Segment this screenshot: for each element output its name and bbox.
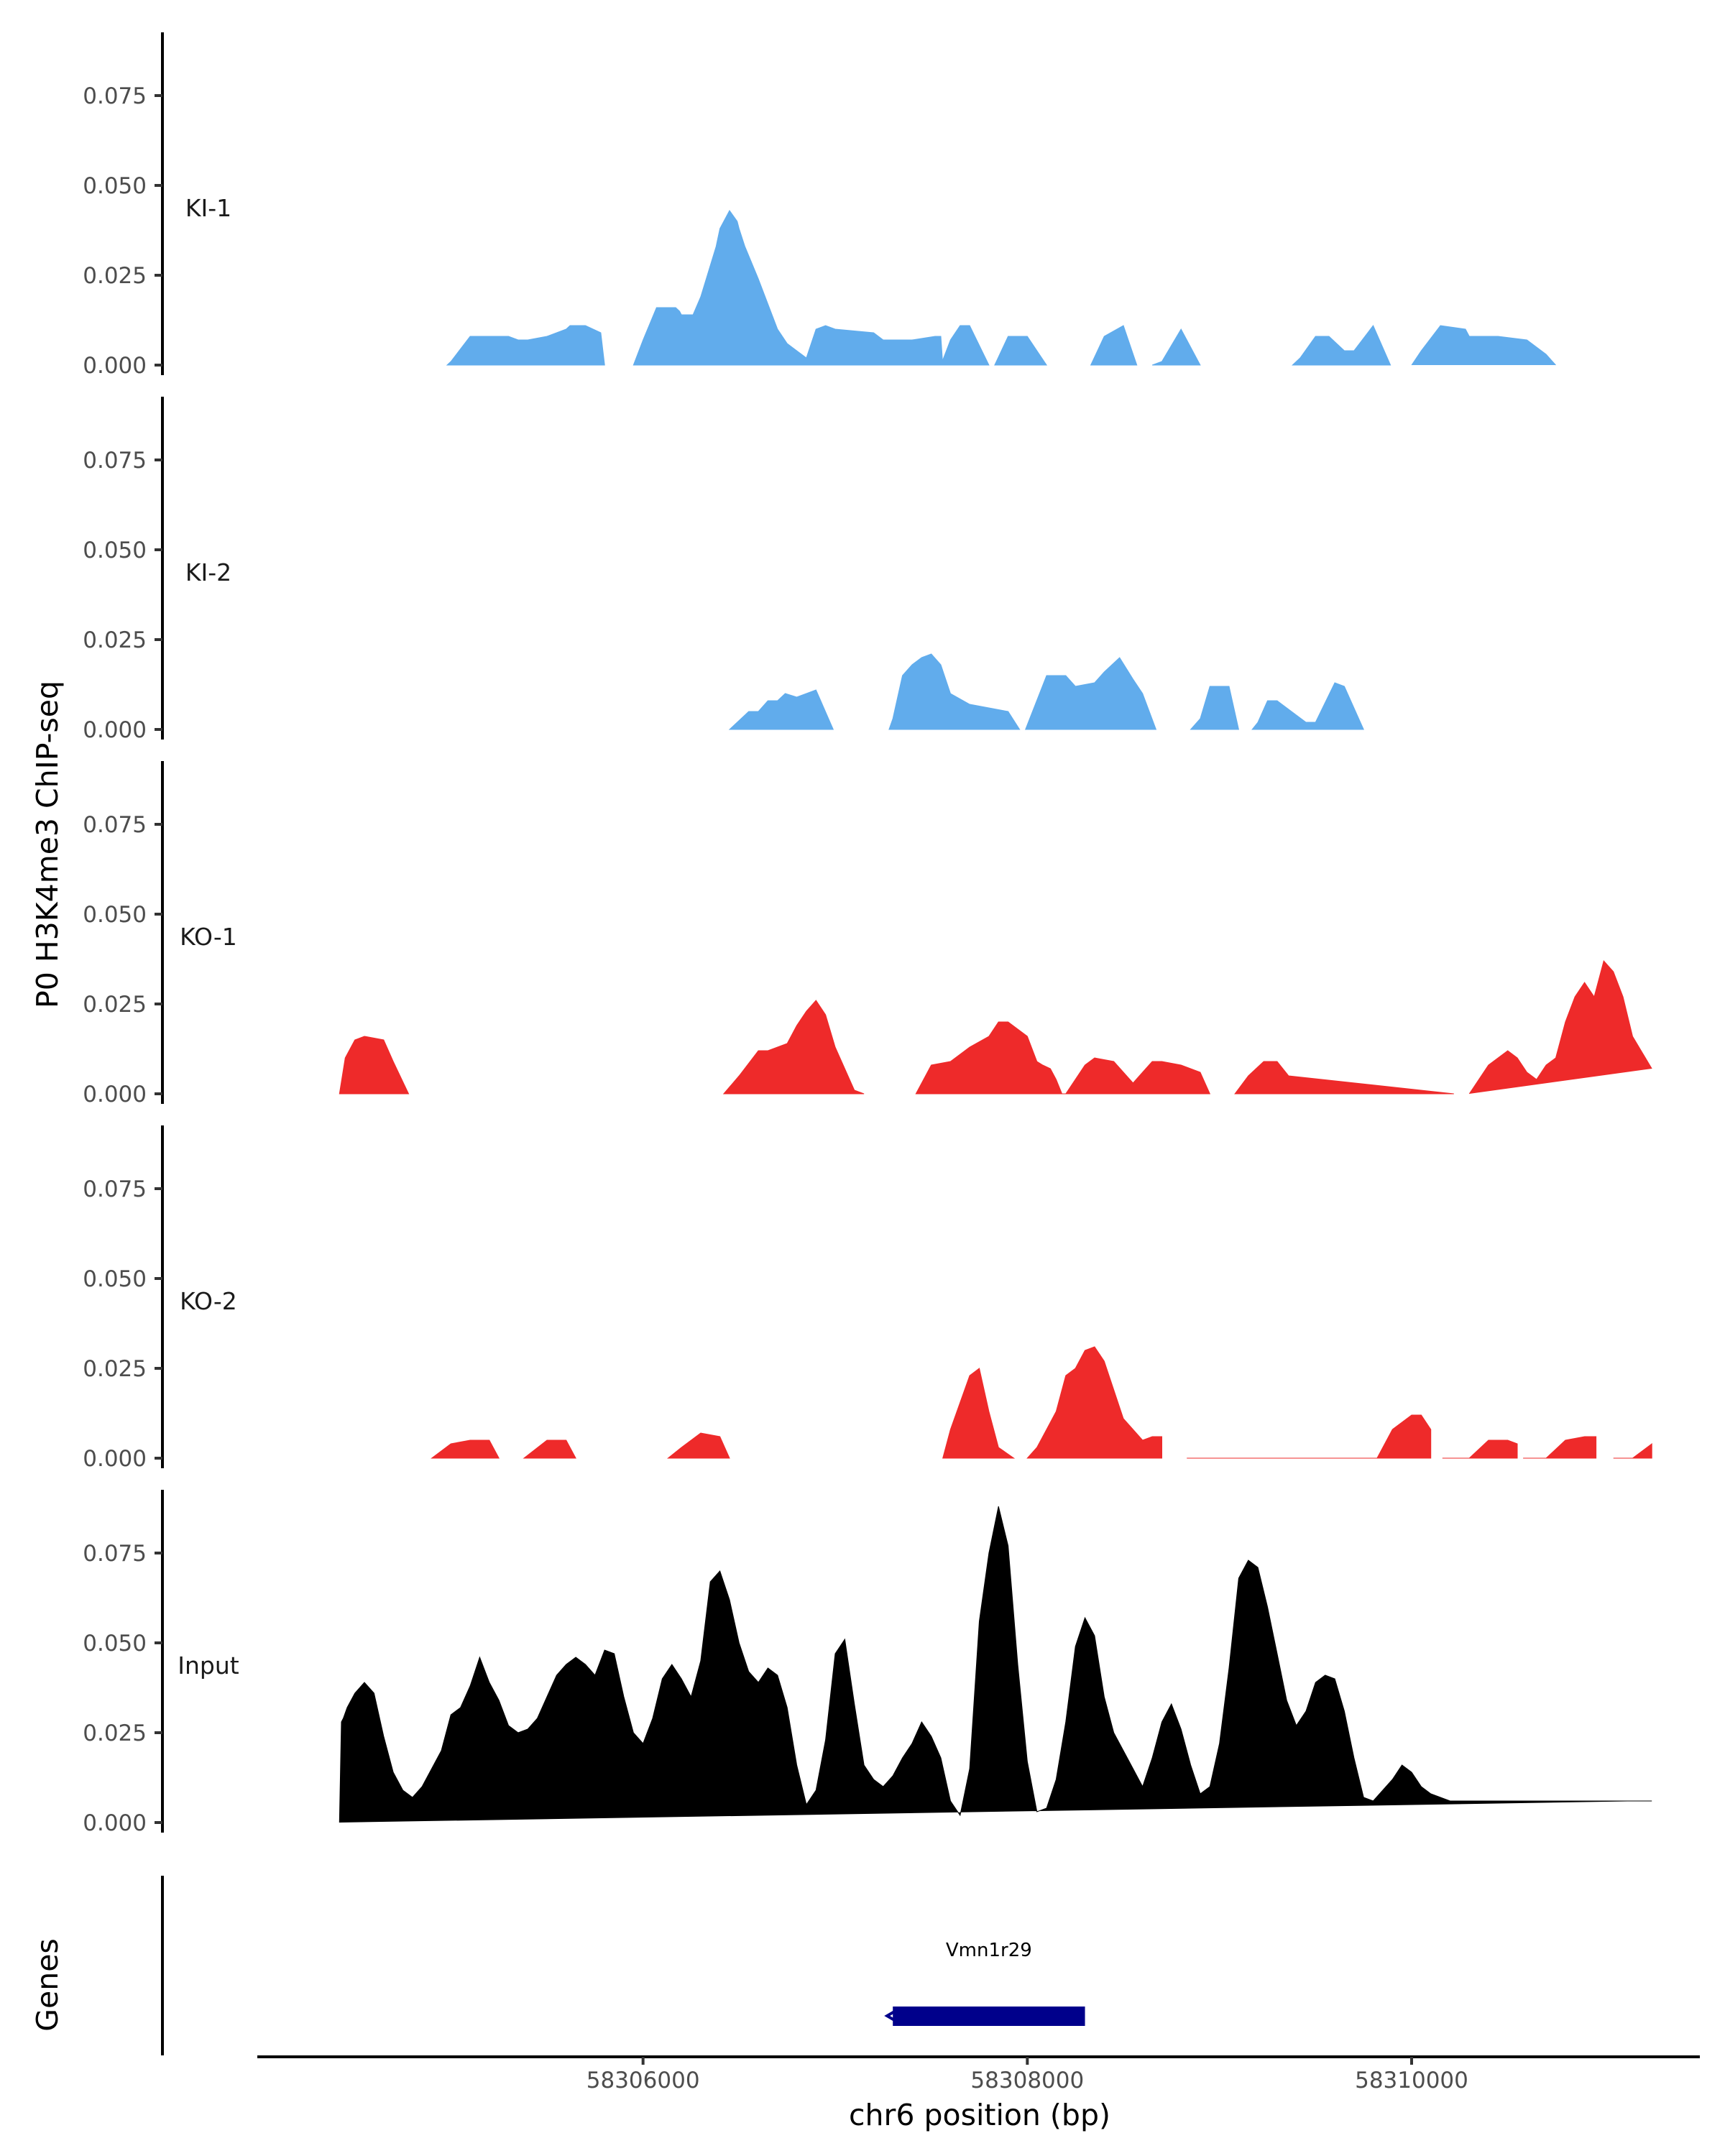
strand-arrow-icon — [884, 2009, 897, 2022]
y-tick-label: 0.075 — [83, 1541, 147, 1567]
signal-peak — [431, 1439, 500, 1459]
y-axis-title: P0 H3K4me3 ChIP-seq — [30, 681, 65, 1008]
x-axis: 58306000 58308000 58310000 — [257, 2055, 1700, 2093]
y-tick-label: 0.025 — [83, 992, 147, 1018]
y-tick-label: 0.000 — [83, 1810, 147, 1836]
track-ki-2: 0.000 0.025 0.050 0.075 KI-2 — [83, 397, 1364, 743]
genes-title: Genes — [30, 1938, 65, 2032]
y-tick-label: 0.075 — [83, 448, 147, 474]
track-label: KI-2 — [185, 558, 231, 586]
genes-panel: Genes Vmn1r29 — [30, 1876, 1085, 2055]
track-label: KO-2 — [180, 1287, 237, 1315]
signal-peak — [1523, 1436, 1597, 1459]
y-tick-label: 0.025 — [83, 1720, 147, 1746]
y-tick-label: 0.000 — [83, 1446, 147, 1472]
signal-peak — [728, 689, 834, 730]
x-tick-label: 58308000 — [970, 2068, 1084, 2093]
signal-peak — [666, 1432, 730, 1459]
gene-body — [893, 2007, 1085, 2026]
signal-peak — [1468, 959, 1652, 1095]
y-tick-label: 0.050 — [83, 538, 147, 563]
y-tick-label: 0.025 — [83, 263, 147, 289]
signal-peak — [888, 653, 1021, 730]
signal-peak — [994, 336, 1048, 366]
y-tick-label: 0.025 — [83, 627, 147, 653]
y-tick-label: 0.050 — [83, 902, 147, 928]
signal-peak — [1292, 325, 1392, 366]
track-ki-1: 0.000 0.025 0.050 0.075 KI-1 — [83, 32, 1556, 379]
track-ko-1: 0.000 0.025 0.050 0.075 KO-1 — [83, 761, 1652, 1107]
y-tick-label: 0.025 — [83, 1356, 147, 1382]
y-tick-label: 0.075 — [83, 1176, 147, 1202]
y-tick-label: 0.050 — [83, 1266, 147, 1292]
track-input: 0.000 0.025 0.050 0.075 Input — [83, 1490, 1652, 1836]
signal-peak — [632, 210, 944, 366]
y-tick-label: 0.000 — [83, 717, 147, 743]
signal-peak — [942, 1368, 1016, 1459]
tracks-layer: 0.0000.0250.0500.075KI-10.0000.0250.0500… — [83, 32, 1652, 1836]
track-label: KO-1 — [180, 923, 237, 951]
y-tick-label: 0.075 — [83, 83, 147, 109]
track-label: KI-1 — [185, 194, 231, 222]
x-axis-title: chr6 position (bp) — [849, 2098, 1110, 2132]
signal-peak — [523, 1439, 576, 1459]
signal-peak — [1190, 686, 1240, 730]
signal-peak — [1234, 1061, 1454, 1095]
signal-peak — [1613, 1443, 1652, 1459]
y-tick-label: 0.000 — [83, 353, 147, 379]
signal-peak — [339, 1506, 1652, 1823]
signal-peak — [446, 325, 605, 366]
signal-peak — [1251, 682, 1364, 730]
signal-peak — [1024, 657, 1157, 730]
signal-peak — [339, 1036, 410, 1095]
signal-peak — [1187, 1414, 1432, 1459]
y-tick-label: 0.050 — [83, 1631, 147, 1657]
y-tick-label: 0.050 — [83, 173, 147, 199]
signal-peak — [722, 1000, 865, 1095]
track-label: Input — [178, 1651, 239, 1680]
x-tick-label: 58306000 — [586, 2068, 700, 2093]
signal-peak — [1090, 325, 1138, 366]
y-tick-label: 0.000 — [83, 1082, 147, 1107]
x-tick-label: 58310000 — [1355, 2068, 1468, 2093]
y-tick-label: 0.075 — [83, 812, 147, 838]
signal-peak — [915, 1021, 1211, 1095]
signal-peak — [1442, 1439, 1518, 1459]
signal-peak — [1026, 1346, 1162, 1459]
track-ko-2: 0.000 0.025 0.050 0.075 KO-2 — [83, 1125, 1652, 1472]
gene-label: Vmn1r29 — [946, 1940, 1032, 1961]
signal-peak — [1151, 328, 1201, 366]
signal-peak — [940, 325, 990, 366]
signal-peak — [1411, 325, 1556, 366]
